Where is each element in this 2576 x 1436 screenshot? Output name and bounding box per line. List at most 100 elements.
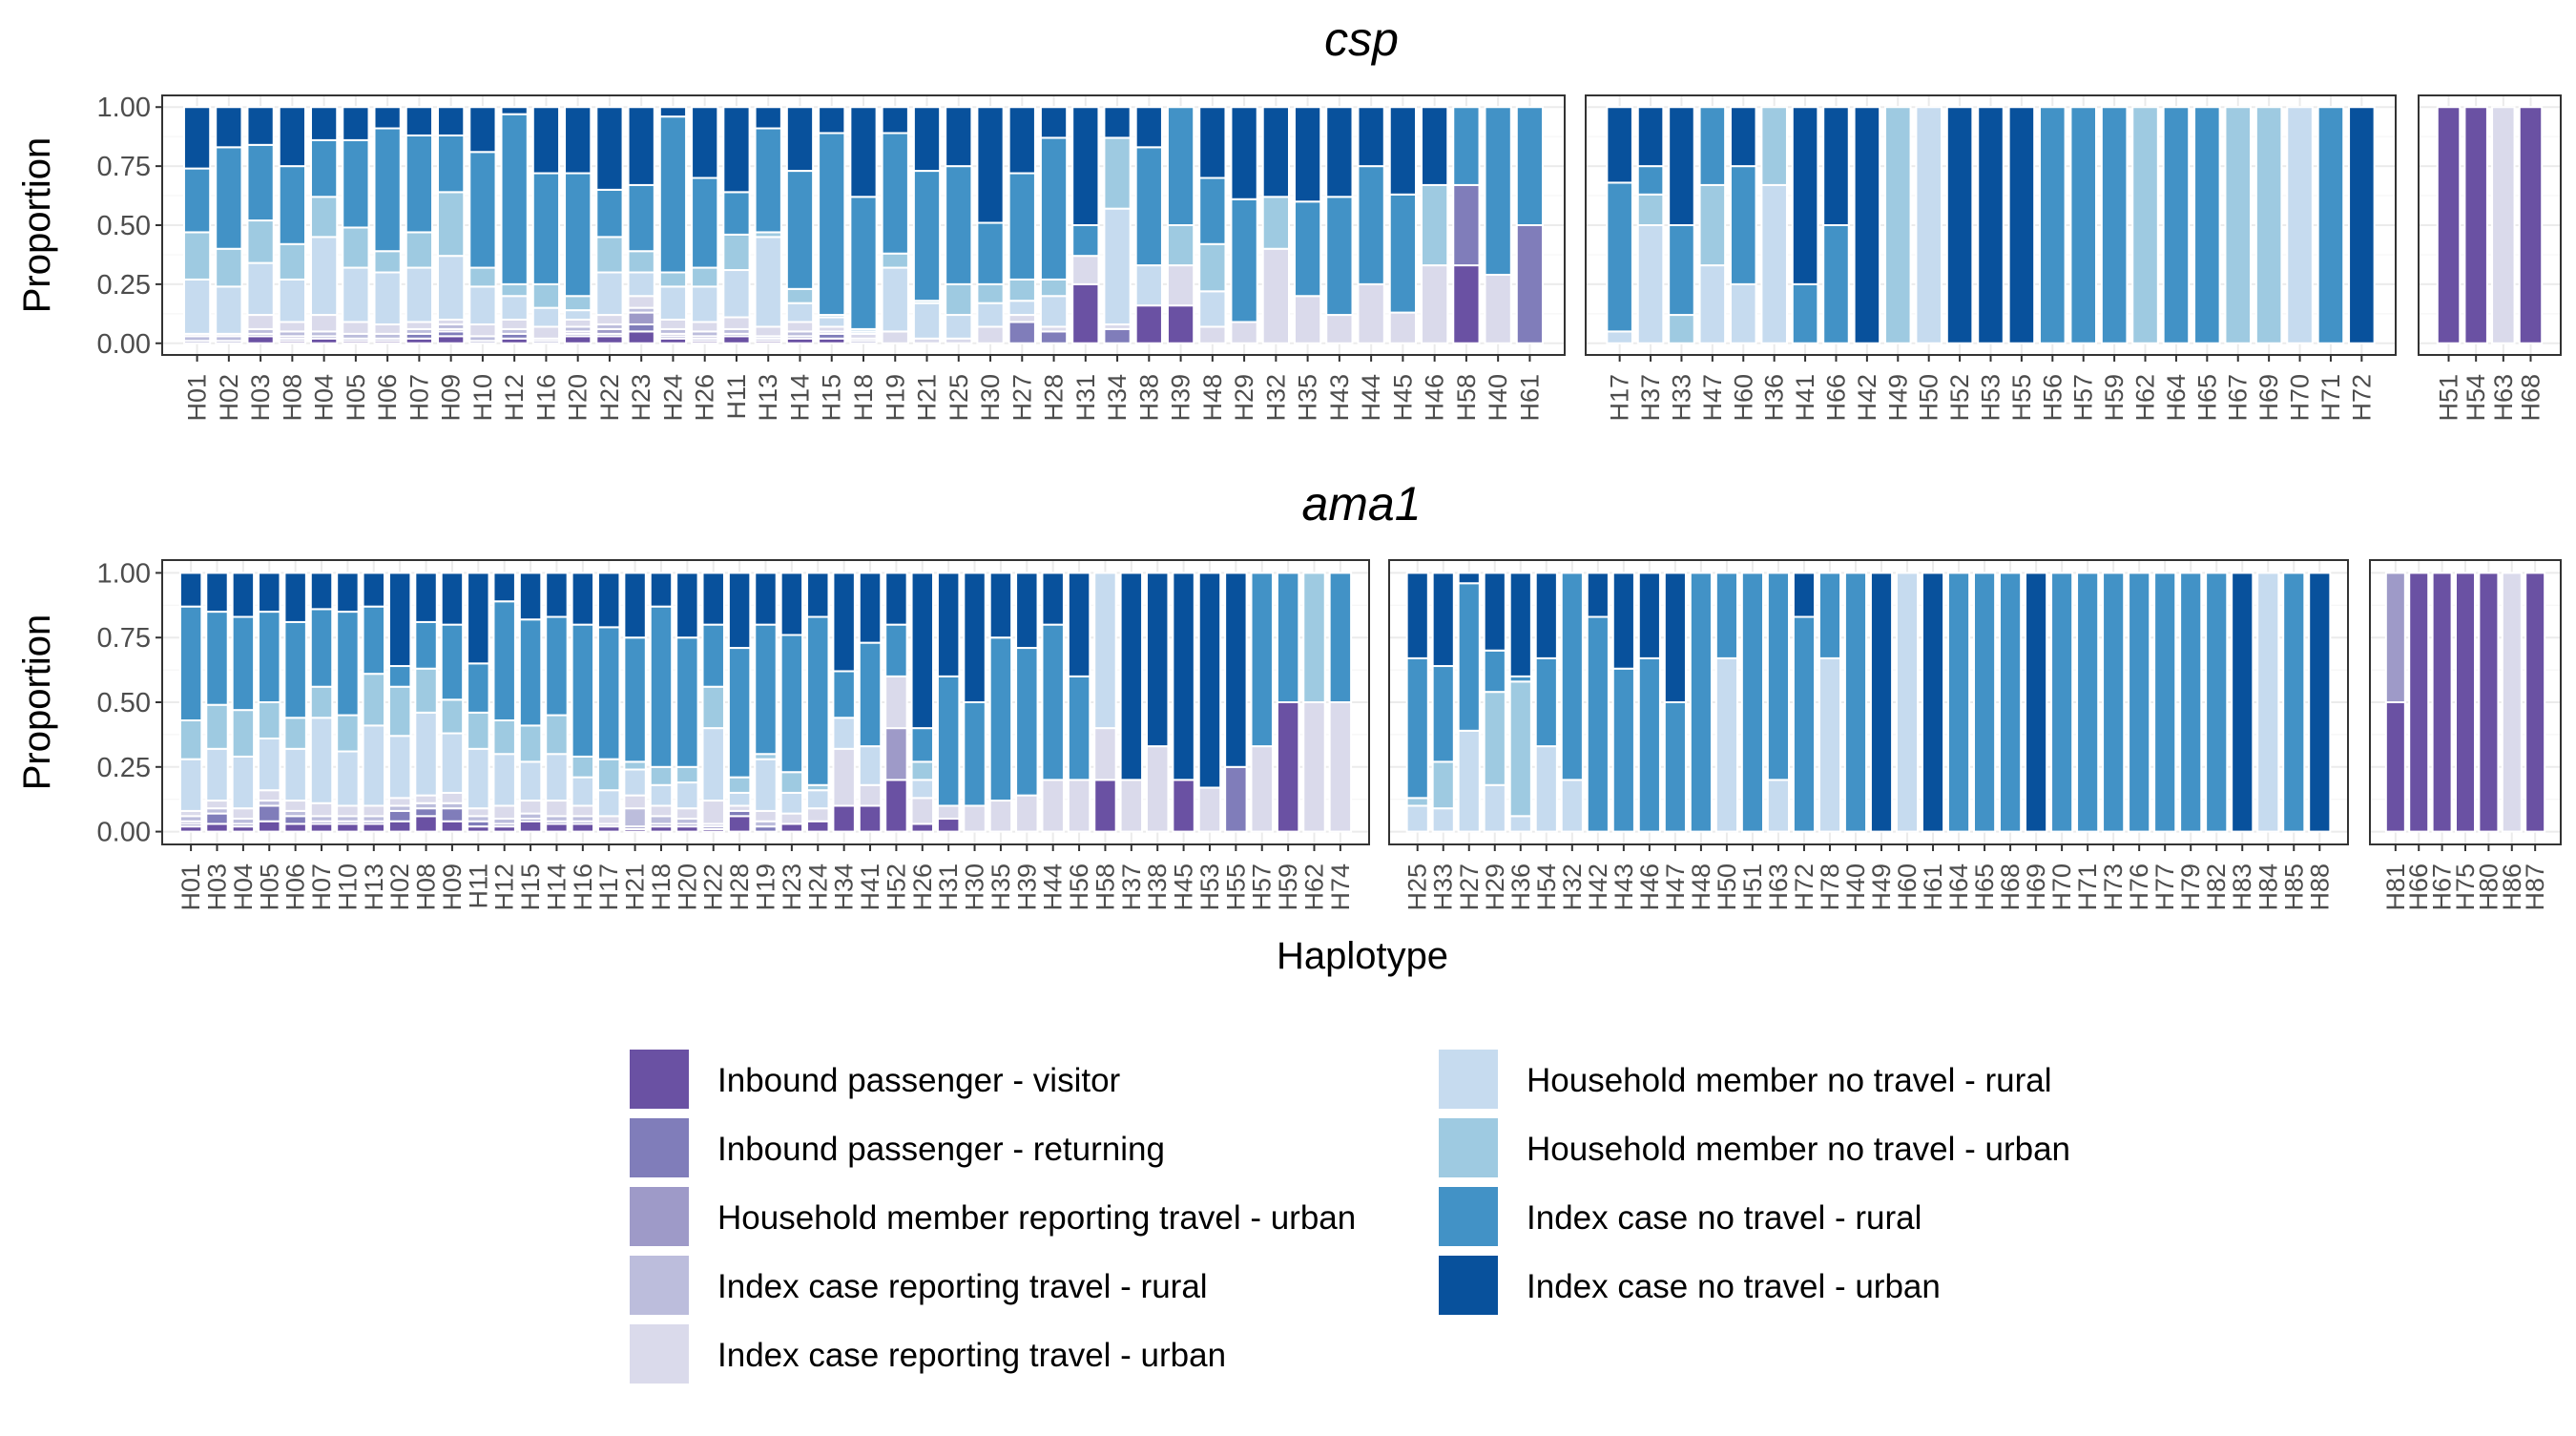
facet-csp-2: H17 H37 H33 H47 H60 H36 H41 H66 H42 H49 H50 H52 H53 H… — [1586, 95, 2396, 422]
bar-segment — [259, 805, 280, 821]
bar-segment — [1094, 572, 1115, 728]
bar-segment — [184, 280, 210, 334]
bar-segment — [1009, 107, 1035, 173]
legend-swatch — [1439, 1118, 1498, 1177]
bar-H01 — [184, 107, 210, 343]
bar-segment — [216, 249, 241, 287]
bar-segment — [1263, 107, 1289, 197]
x-tick-label: H29 — [1481, 864, 1509, 911]
bar-segment — [502, 284, 528, 296]
bar-segment — [311, 237, 337, 315]
bar-segment — [546, 801, 567, 816]
bar-segment — [1390, 195, 1416, 313]
legend-label: Index case reporting travel - urban — [717, 1337, 1226, 1374]
facet-ama1-1: H01H03H04H05H06H07H10H13H02H08H09H11H12H… — [162, 560, 1369, 911]
x-tick-label: H30 — [976, 374, 1005, 422]
legend-swatch — [630, 1256, 689, 1315]
bar-H50 — [1916, 107, 1942, 343]
bar-H83 — [2232, 572, 2253, 831]
bar-segment — [533, 107, 559, 173]
legend-item: Inbound passenger - returning — [630, 1118, 1165, 1177]
legend: Inbound passenger - visitor Inbound passe… — [630, 1050, 2070, 1384]
bar-H53 — [1199, 572, 1220, 831]
bar-H30 — [977, 107, 1003, 343]
bar-H31 — [938, 572, 959, 831]
x-tick-label: H16 — [531, 374, 560, 422]
bar-segment — [1407, 658, 1428, 798]
x-tick-label: H05 — [342, 374, 370, 422]
bar-segment — [990, 637, 1011, 801]
bar-H70 — [2287, 107, 2313, 343]
x-tick-label: H65 — [2192, 374, 2221, 422]
bar-segment — [216, 286, 241, 334]
bar-segment — [1104, 107, 1130, 137]
bar-segment — [833, 572, 854, 671]
bar-segment — [337, 572, 358, 612]
bar-segment — [206, 823, 227, 831]
bar-segment — [2409, 572, 2428, 831]
bar-segment — [1922, 572, 1943, 831]
bar-segment — [442, 625, 463, 700]
bar-segment — [1072, 284, 1098, 343]
x-tick-label: H40 — [1841, 864, 1870, 911]
bar-H54 — [1536, 572, 1557, 831]
bar-segment — [660, 116, 686, 272]
bar-segment — [2386, 572, 2405, 702]
bar-H40 — [1485, 107, 1511, 343]
bar-H14 — [787, 107, 813, 343]
bar-segment — [945, 166, 971, 284]
bar-segment — [311, 315, 337, 331]
bar-segment — [1136, 305, 1162, 343]
x-tick-label: H48 — [1687, 864, 1715, 911]
bar-segment — [1168, 107, 1194, 225]
x-tick-label: H03 — [246, 374, 275, 422]
x-tick-label: H50 — [1713, 864, 1741, 911]
bar-segment — [280, 280, 305, 323]
bar-H68 — [2520, 107, 2542, 343]
x-tick-label: H42 — [1853, 374, 1881, 422]
bar-segment — [2309, 572, 2330, 831]
x-tick-label: H54 — [1532, 864, 1561, 911]
bar-segment — [598, 816, 619, 823]
bar-segment — [533, 308, 559, 327]
x-tick-label: H26 — [691, 374, 719, 422]
x-tick-label: H61 — [1515, 374, 1544, 422]
x-tick-label: H59 — [2100, 374, 2129, 422]
bar-segment — [1638, 195, 1664, 225]
x-tick-label: H13 — [360, 864, 388, 911]
bar-H41 — [1793, 107, 1818, 343]
bar-segment — [311, 609, 332, 686]
bar-segment — [629, 107, 654, 185]
x-tick-label: H05 — [255, 864, 283, 911]
bar-segment — [364, 674, 384, 725]
bar-segment — [1607, 331, 1632, 343]
x-tick-label: H38 — [1134, 374, 1163, 422]
x-tick-label: H39 — [1012, 864, 1041, 911]
bar-segment — [1794, 572, 1815, 616]
bar-segment — [819, 107, 844, 133]
bar-segment — [1510, 681, 1531, 816]
x-tick-label: H67 — [2224, 374, 2253, 422]
bar-H48 — [1691, 572, 1712, 831]
bar-segment — [787, 303, 813, 323]
x-tick-label: H19 — [881, 374, 909, 422]
bar-segment — [493, 601, 514, 720]
x-tick-label: H44 — [1357, 374, 1385, 422]
x-tick-label: H06 — [281, 864, 310, 911]
bar-H07 — [406, 107, 432, 343]
x-tick-label: H72 — [1790, 864, 1818, 911]
facet-csp-1: H01 H02 H03 H08 H04 H05 H06 H07 H09 H10 H12 H16 H20 H… — [162, 95, 1565, 422]
bar-segment — [1459, 583, 1480, 731]
bar-segment — [1168, 265, 1194, 305]
bar-segment — [438, 336, 464, 343]
x-tick-label: H54 — [2462, 374, 2490, 422]
bar-segment — [819, 318, 844, 327]
bar-segment — [233, 808, 254, 819]
bar-H21 — [914, 107, 940, 343]
bar-segment — [692, 322, 717, 331]
bar-segment — [1510, 816, 1531, 831]
bar-segment — [596, 315, 622, 324]
bar-segment — [2103, 572, 2124, 831]
bar-segment — [469, 268, 495, 287]
